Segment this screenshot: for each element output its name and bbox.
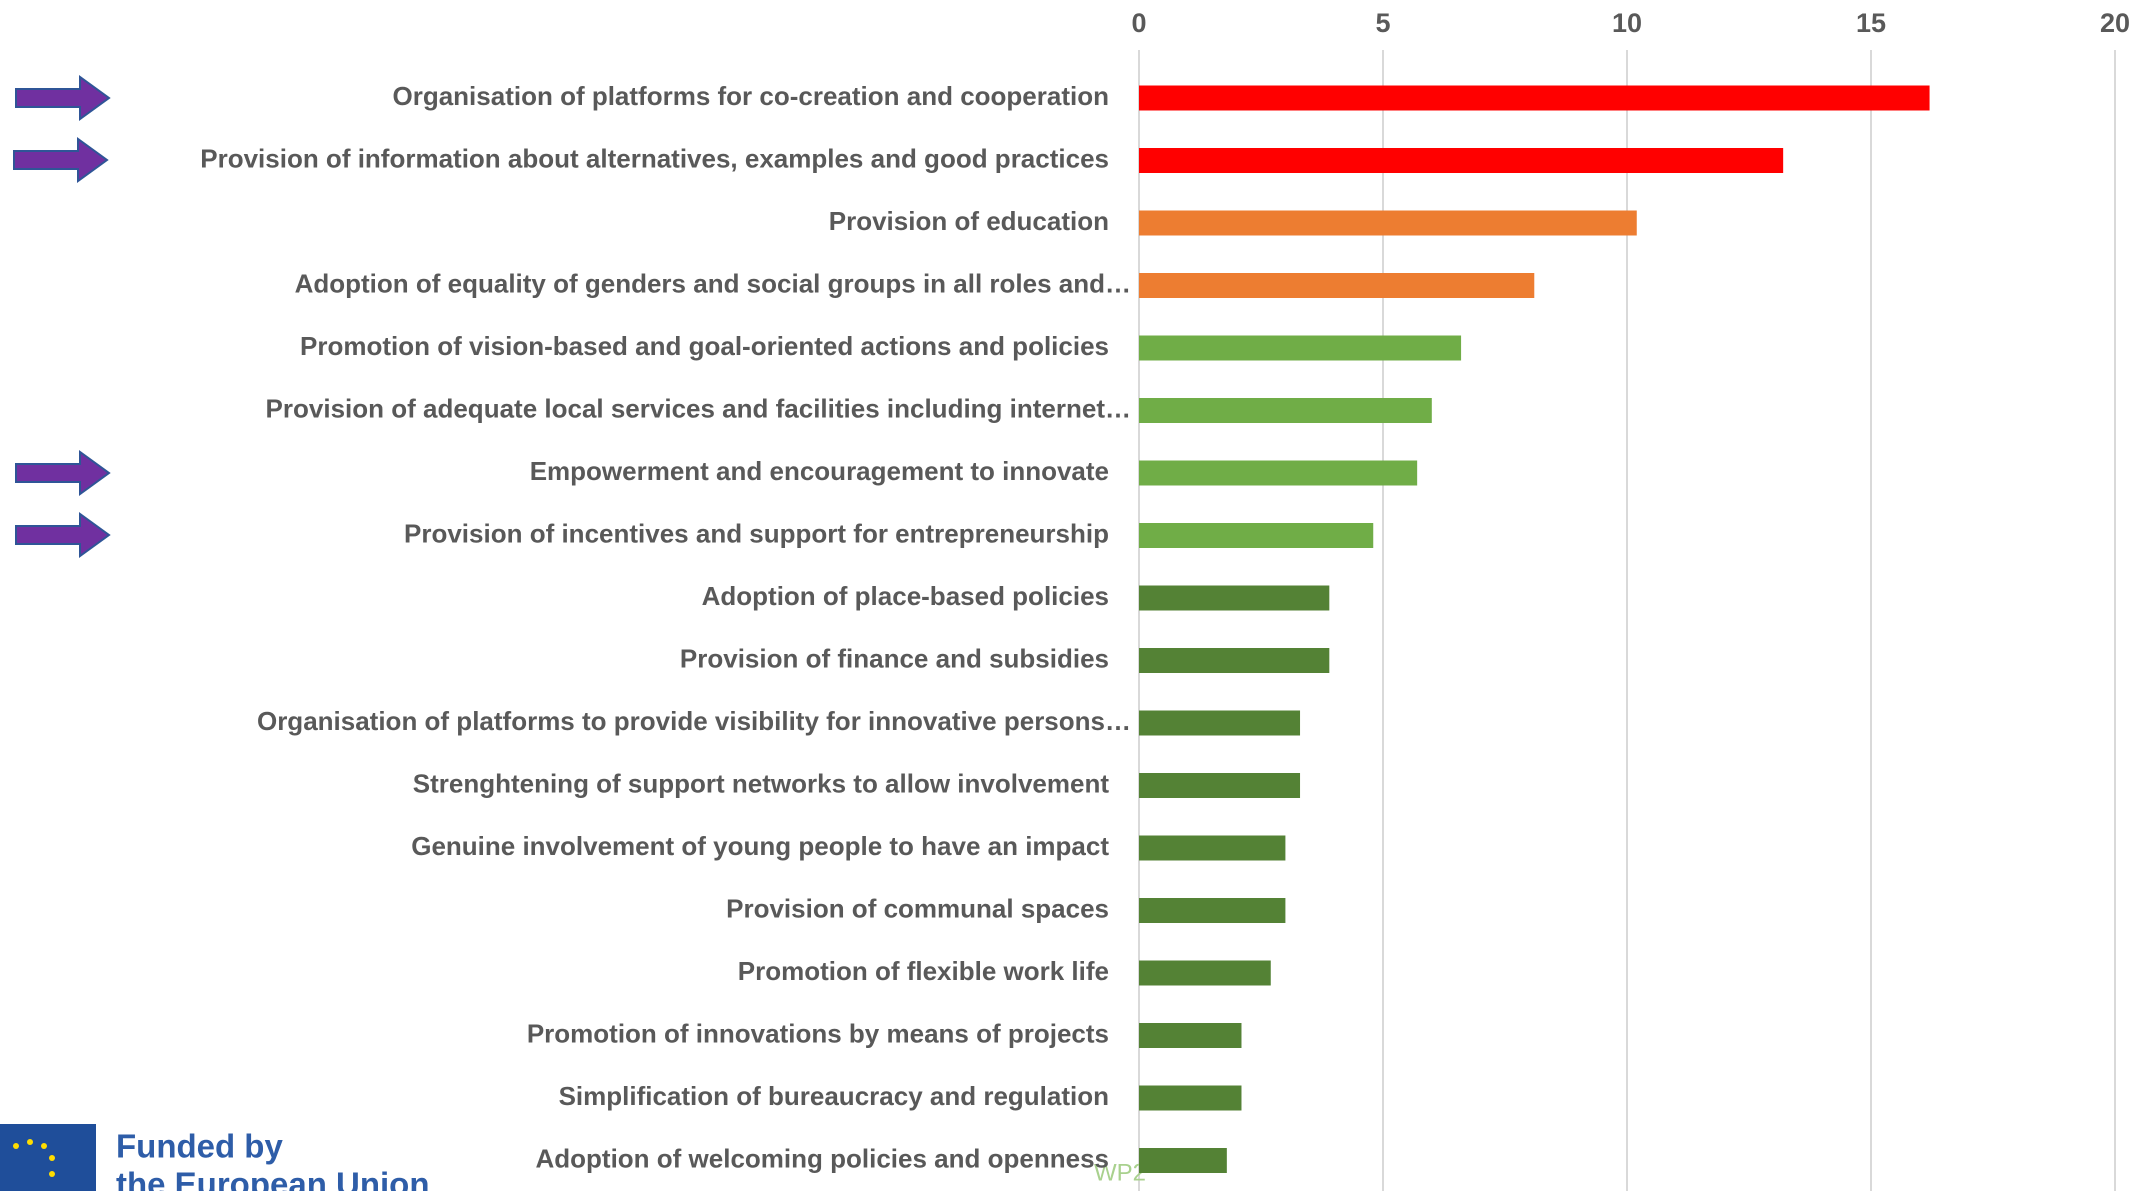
eu-flag (0, 1124, 96, 1191)
y-tick-label: Organisation of platforms to provide vis… (257, 706, 1131, 736)
y-tick-label: Provision of finance and subsidies (680, 643, 1109, 673)
y-tick-label: Provision of information about alternati… (200, 143, 1109, 173)
bar (1139, 648, 1330, 673)
bar (1139, 273, 1535, 298)
bar (1139, 398, 1432, 423)
y-tick-label: Provision of education (829, 206, 1109, 236)
x-tick-label: 20 (2100, 8, 2130, 38)
y-tick-label: Adoption of equality of genders and soci… (295, 268, 1131, 298)
arrow (15, 75, 111, 121)
x-tick-label: 10 (1612, 8, 1642, 38)
funded-by: the European Union (116, 1166, 430, 1191)
bar (1139, 335, 1462, 361)
y-tick-label: Provision of incentives and support for … (404, 518, 1109, 548)
eu-logo: Funded by the European Union (0, 1124, 430, 1191)
bar (1139, 585, 1330, 611)
y-tick-label: Adoption of place-based policies (702, 581, 1109, 611)
y-tick-label: Promotion of innovations by means of pro… (527, 1018, 1109, 1048)
x-tick-label: 15 (1856, 8, 1886, 38)
bar (1139, 1023, 1242, 1048)
y-tick-label: Empowerment and encouragement to innovat… (530, 456, 1109, 486)
bar (1139, 148, 1784, 173)
y-tick-label: Genuine involvement of young people to h… (411, 831, 1109, 861)
arrow (15, 450, 111, 496)
y-tick-label: Strenghtening of support networks to all… (413, 768, 1110, 798)
eu-star (27, 1139, 33, 1145)
footer-code: WP2 (1094, 1159, 1146, 1186)
eu-star (41, 1143, 47, 1149)
arrow (15, 512, 111, 558)
bar (1139, 85, 1930, 111)
y-tick-label: Provision of adequate local services and… (266, 393, 1131, 423)
y-tick-label: Provision of communal spaces (726, 893, 1109, 923)
funded-by: Funded by (116, 1128, 283, 1165)
bar (1139, 710, 1301, 736)
x-tick-label: 5 (1375, 8, 1390, 38)
bar (1139, 960, 1271, 986)
bar (1139, 835, 1286, 861)
bar (1139, 1085, 1242, 1111)
bar (1139, 773, 1301, 798)
bar (1139, 523, 1374, 548)
bar (1139, 460, 1418, 486)
y-tick-label: Adoption of welcoming policies and openn… (536, 1143, 1110, 1173)
arrows (13, 75, 111, 558)
y-tick-label: Promotion of flexible work life (738, 956, 1109, 986)
y-tick-label: Organisation of platforms for co-creatio… (392, 81, 1109, 111)
bar (1139, 1148, 1227, 1173)
arrow (13, 137, 109, 183)
bar (1139, 210, 1637, 236)
y-tick-label: Promotion of vision-based and goal-orien… (300, 331, 1109, 361)
y-tick-label: Simplification of bureaucracy and regula… (559, 1081, 1109, 1111)
bar (1139, 898, 1286, 923)
x-tick-label: 0 (1131, 8, 1146, 38)
eu-star (13, 1143, 19, 1149)
eu-star (49, 1171, 55, 1177)
eu-star (49, 1155, 55, 1161)
